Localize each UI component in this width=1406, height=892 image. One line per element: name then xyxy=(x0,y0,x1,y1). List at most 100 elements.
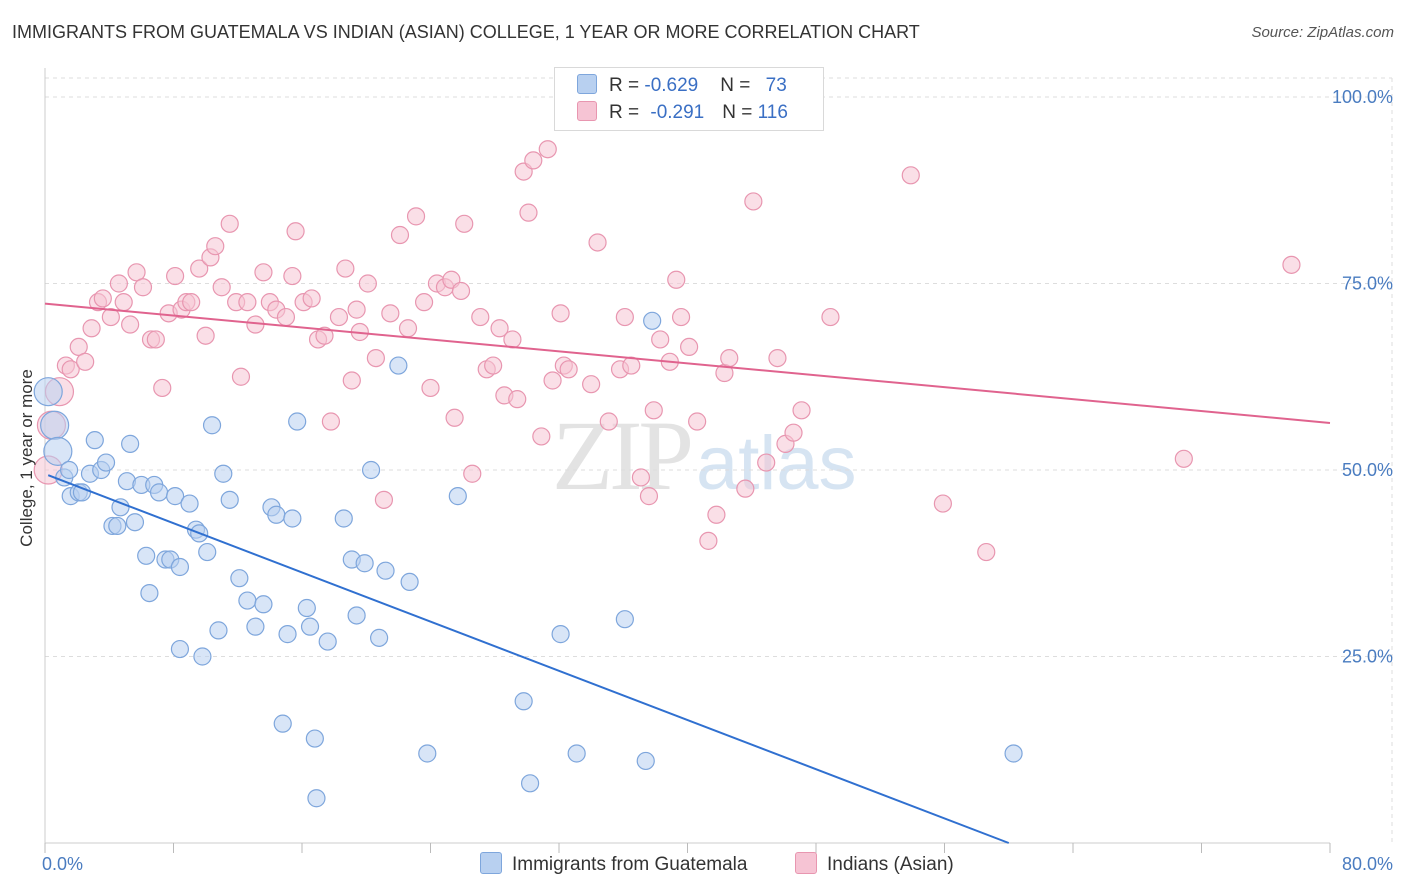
point-indians-asian xyxy=(821,307,840,327)
point-guatemala xyxy=(209,621,228,640)
point-guatemala xyxy=(267,505,286,524)
point-indians-asian xyxy=(784,423,803,442)
point-guatemala xyxy=(355,554,374,573)
point-guatemala xyxy=(297,598,316,618)
point-indians-asian xyxy=(667,270,686,289)
point-indians-asian xyxy=(315,326,334,345)
point-indians-asian xyxy=(559,360,578,379)
bottom-legend-swatch-blue xyxy=(480,852,502,874)
point-indians-asian xyxy=(421,378,440,398)
point-indians-asian xyxy=(254,263,273,282)
point-guatemala xyxy=(376,561,395,580)
point-guatemala xyxy=(334,509,353,528)
trendline-indians-asian xyxy=(44,302,1331,424)
point-indians-asian xyxy=(445,408,464,427)
point-guatemala xyxy=(214,464,233,483)
legend-n-value: 73 xyxy=(765,75,787,96)
point-guatemala xyxy=(230,569,249,588)
point-guatemala xyxy=(170,639,190,659)
point-indians-asian xyxy=(792,401,811,420)
point-guatemala xyxy=(520,774,540,793)
point-indians-asian xyxy=(212,278,231,297)
point-indians-asian xyxy=(196,326,215,345)
bottom-legend-label-indians: Indians (Asian) xyxy=(827,854,954,875)
point-indians-asian xyxy=(76,352,95,371)
point-indians-asian xyxy=(276,307,296,327)
point-indians-asian xyxy=(639,487,659,506)
point-indians-asian xyxy=(768,349,787,368)
bottom-legend-swatch-pink xyxy=(795,852,817,874)
point-indians-asian xyxy=(901,166,920,185)
point-indians-asian xyxy=(503,330,522,349)
point-indians-asian xyxy=(622,356,641,375)
point-guatemala xyxy=(254,595,273,614)
point-indians-asian xyxy=(1282,255,1301,274)
point-indians-asian xyxy=(182,293,201,312)
point-indians-asian xyxy=(114,293,133,312)
legend-row-indians: R = -0.291 N = 116 xyxy=(577,101,788,125)
point-indians-asian xyxy=(599,412,618,431)
y-tick-label: 100.0% xyxy=(1332,87,1393,107)
point-indians-asian xyxy=(153,378,172,398)
point-indians-asian xyxy=(82,319,101,338)
point-indians-asian xyxy=(321,412,341,431)
point-guatemala xyxy=(283,509,302,528)
point-indians-asian xyxy=(524,151,543,170)
bottom-legend-guatemala: Immigrants from Guatemala xyxy=(480,852,747,876)
trendline-guatemala xyxy=(47,474,1010,844)
point-guatemala xyxy=(448,487,467,506)
point-guatemala xyxy=(111,498,130,517)
point-indians-asian xyxy=(699,531,718,550)
point-indians-asian xyxy=(538,140,557,159)
point-indians-asian xyxy=(1174,449,1193,468)
point-guatemala xyxy=(643,311,662,330)
point-guatemala xyxy=(288,412,307,431)
point-indians-asian xyxy=(206,237,225,256)
point-indians-asian xyxy=(398,319,418,338)
point-indians-asian xyxy=(414,293,434,312)
point-indians-asian xyxy=(406,207,426,226)
point-indians-asian xyxy=(490,319,509,338)
axis-labels: 25.0% 50.0% 75.0% 100.0% 0.0% 80.0% College, 1… xyxy=(17,87,1393,874)
y-axis-label: College, 1 year or more xyxy=(17,369,36,547)
watermark: ZIPatlas xyxy=(552,398,857,513)
x-tick-label-end: 80.0% xyxy=(1342,854,1393,874)
point-indians-asian xyxy=(707,505,726,524)
point-indians-asian xyxy=(374,490,394,509)
point-indians-asian xyxy=(146,330,165,349)
x-tick-label-start: 0.0% xyxy=(42,854,83,874)
axis-layer xyxy=(44,68,1331,853)
point-indians-asian xyxy=(631,468,651,487)
point-indians-asian xyxy=(166,266,185,286)
point-indians-asian xyxy=(286,222,305,241)
point-guatemala xyxy=(361,460,381,480)
point-guatemala xyxy=(170,557,190,577)
point-indians-asian xyxy=(744,192,763,211)
point-indians-asian xyxy=(615,307,634,327)
point-indians-asian xyxy=(121,315,140,334)
watermark-zip: ZIP xyxy=(552,400,694,511)
point-indians-asian xyxy=(508,390,527,409)
point-guatemala xyxy=(43,436,73,466)
point-indians-asian xyxy=(455,214,474,233)
point-guatemala xyxy=(347,606,366,625)
point-indians-asian xyxy=(644,401,663,420)
watermark-atlas: atlas xyxy=(696,421,857,506)
point-indians-asian xyxy=(347,300,366,319)
point-guatemala xyxy=(370,628,389,647)
point-indians-asian xyxy=(302,289,321,308)
point-indians-asian xyxy=(283,266,302,286)
point-indians-asian xyxy=(109,274,128,293)
point-indians-asian xyxy=(588,233,607,252)
point-indians-asian xyxy=(484,356,503,375)
point-guatemala xyxy=(140,583,159,603)
point-guatemala xyxy=(33,377,63,407)
point-indians-asian xyxy=(720,349,739,368)
point-indians-asian xyxy=(680,337,699,357)
point-indians-asian xyxy=(358,274,377,293)
point-guatemala xyxy=(567,744,586,763)
point-guatemala xyxy=(307,789,326,808)
point-guatemala xyxy=(198,542,217,562)
point-guatemala xyxy=(300,617,320,636)
